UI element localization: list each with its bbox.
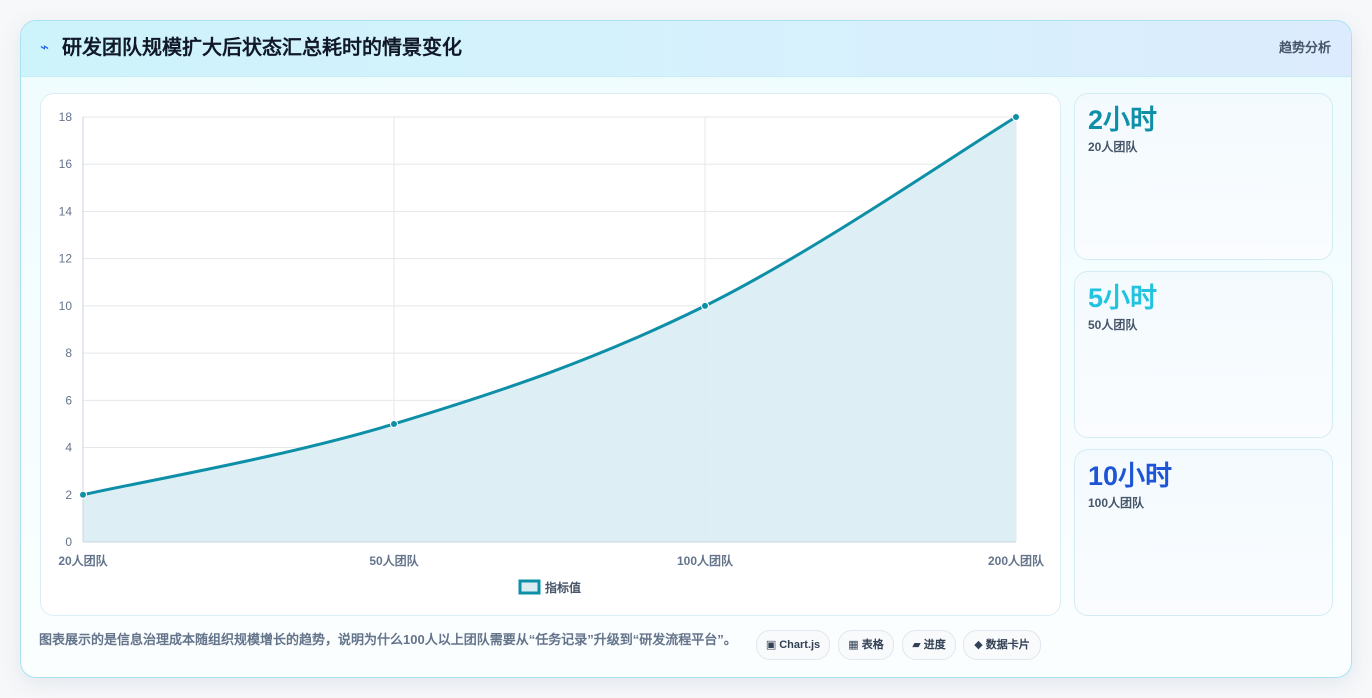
table-chip[interactable]: ▦ 表格 — [838, 630, 894, 660]
stat-card-50: 5小时 50人团队 — [1074, 271, 1333, 438]
square-icon: ▣ — [765, 639, 777, 651]
area-fill — [83, 117, 1016, 542]
x-tick-label: 20人团队 — [58, 553, 108, 568]
page-title: 研发团队规模扩大后状态汇总耗时的情景变化 — [62, 37, 462, 59]
stat-value: 10小时 — [1088, 460, 1172, 492]
x-tick-label: 200人团队 — [988, 553, 1045, 568]
progress-chip[interactable]: ▰ 进度 — [902, 630, 956, 660]
card-header: ⌁ 研发团队规模扩大后状态汇总耗时的情景变化 趋势分析 — [21, 21, 1351, 77]
data-point — [1012, 113, 1020, 121]
chip-label: 进度 — [923, 639, 946, 651]
data-point — [390, 419, 398, 428]
trend-analysis-tag: 趋势分析 — [1278, 40, 1331, 55]
dashboard-card: ⌁ 研发团队规模扩大后状态汇总耗时的情景变化 趋势分析 0 2 4 6 8 10 12 14 1… — [20, 20, 1352, 678]
legend-swatch — [518, 579, 541, 595]
data-point — [701, 301, 709, 310]
lightning-icon: ⌁ — [40, 39, 50, 56]
stat-number: 5 — [1088, 283, 1104, 313]
stat-value: 2小时 — [1088, 104, 1157, 136]
data-point — [79, 490, 87, 499]
stat-unit: 小时 — [1103, 283, 1158, 313]
stat-number: 2 — [1088, 105, 1104, 135]
stat-unit: 小时 — [1118, 461, 1173, 491]
chart-panel: 0 2 4 6 8 10 12 14 16 18 20人团队 50人团队 100人团队 200人团队指标值 — [40, 93, 1061, 616]
progress-icon: ▰ — [912, 639, 921, 651]
grid-icon: ▦ — [848, 639, 859, 651]
stat-value: 5小时 — [1088, 282, 1157, 314]
x-tick-label: 50人团队 — [369, 553, 419, 568]
y-tick-label: 8 — [65, 346, 72, 360]
y-tick-label: 4 — [65, 441, 72, 455]
y-tick-label: 16 — [59, 157, 73, 171]
y-tick-label: 0 — [65, 535, 72, 549]
y-tick-label: 14 — [59, 204, 73, 218]
stat-card-20: 2小时 20人团队 — [1074, 93, 1333, 260]
series-line — [82, 115, 1017, 497]
stat-card-100: 10小时 100人团队 — [1074, 449, 1333, 616]
y-tick-label: 2 — [65, 488, 72, 502]
chart-description: 图表展示的是信息治理成本随组织规模增长的趋势，说明为什么100人以上团队需要从“… — [39, 632, 737, 647]
y-tick-label: 6 — [65, 393, 72, 407]
stat-label: 50人团队 — [1088, 318, 1138, 332]
stat-label: 20人团队 — [1088, 140, 1138, 154]
x-tick-label: 100人团队 — [677, 553, 734, 568]
stat-label: 100人团队 — [1088, 496, 1145, 510]
y-tick-label: 12 — [59, 252, 73, 266]
chip-label: Chart.js — [779, 639, 821, 651]
stat-number: 10 — [1088, 461, 1119, 491]
legend-label: 指标值 — [545, 580, 581, 595]
stat-unit: 小时 — [1103, 105, 1158, 135]
chartjs-chip[interactable]: ▣ Chart.js — [756, 630, 830, 660]
diamond-icon: ◆ — [974, 639, 983, 651]
chip-label: 表格 — [861, 639, 884, 651]
chip-label: 数据卡片 — [985, 639, 1030, 651]
y-tick-label: 10 — [59, 299, 73, 313]
data-card-chip[interactable]: ◆ 数据卡片 — [963, 630, 1041, 660]
y-tick-label: 18 — [59, 110, 73, 124]
